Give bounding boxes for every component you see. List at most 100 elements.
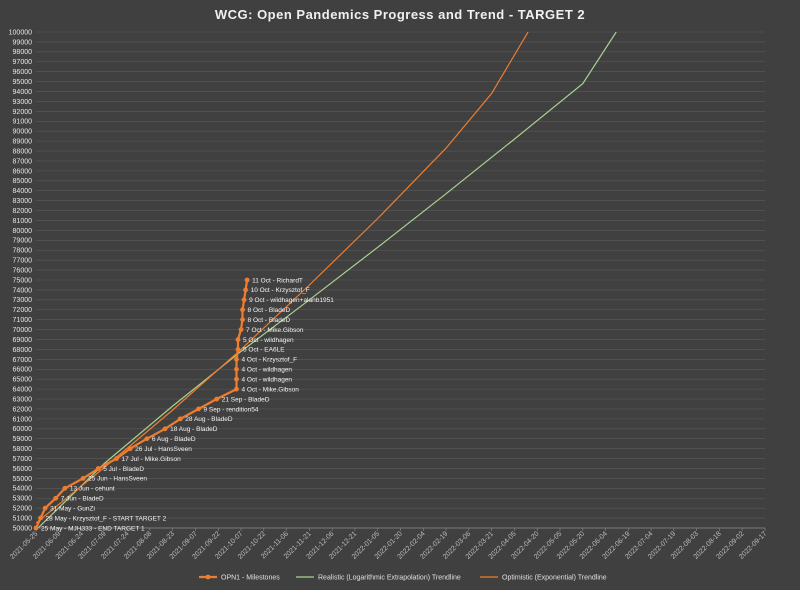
y-tick-label: 75000 xyxy=(13,277,33,284)
milestone-label: 10 Oct - Krzysztof_F xyxy=(251,287,310,294)
milestone-label: 9 Sep - rendition54 xyxy=(204,406,259,413)
milestone-label: 17 Jul - Mike.Gibson xyxy=(121,456,181,463)
milestone-point xyxy=(196,406,201,412)
milestone-point xyxy=(234,366,239,372)
legend: OPN1 - Milestones Realistic (Logarithmic … xyxy=(199,575,607,582)
y-tick-label: 58000 xyxy=(13,446,33,453)
y-tick-label: 76000 xyxy=(13,267,33,274)
milestone-markers xyxy=(33,277,250,531)
y-tick-label: 51000 xyxy=(13,515,33,522)
series-milestones-line xyxy=(35,279,249,529)
milestone-label: 13 Jun - cehunt xyxy=(70,486,115,493)
milestone-label: 6 Aug - BladeD xyxy=(152,436,196,443)
legend-label: OPN1 - Milestones xyxy=(221,575,280,582)
y-tick-label: 86000 xyxy=(13,168,33,175)
milestone-point xyxy=(38,515,43,521)
chart-title: WCG: Open Pandemics Progress and Trend -… xyxy=(214,7,586,22)
milestone-label: 25 May - MJH333 - END TARGET 1 xyxy=(41,525,145,532)
milestone-label: 8 Oct - BladeD xyxy=(248,307,291,314)
y-tick-label: 73000 xyxy=(13,297,33,304)
milestone-point xyxy=(53,495,59,501)
milestone-point xyxy=(177,416,183,422)
y-tick-label: 95000 xyxy=(13,79,33,86)
y-tick-label: 52000 xyxy=(13,506,33,513)
milestone-label: 5 Oct - wildhagen xyxy=(243,337,294,344)
milestone-point xyxy=(95,466,101,471)
y-tick-label: 85000 xyxy=(13,178,33,185)
y-tick-label: 96000 xyxy=(13,69,33,76)
y-tick-label: 72000 xyxy=(13,307,33,314)
milestone-label: 11 Oct - RichardT xyxy=(252,277,303,284)
y-tick-label: 88000 xyxy=(13,148,33,155)
milestone-point xyxy=(62,485,68,491)
milestone-point xyxy=(234,376,239,382)
y-tick-label: 80000 xyxy=(13,228,33,235)
legend-marker xyxy=(205,574,211,580)
y-tick-label: 97000 xyxy=(13,59,33,66)
y-tick-label: 53000 xyxy=(13,496,33,503)
milestone-point xyxy=(234,386,239,392)
series-optimistic-trendline xyxy=(36,32,529,524)
y-tick-label: 63000 xyxy=(13,396,33,403)
milestone-label: 4 Oct - wildhagen xyxy=(241,367,292,374)
milestone-point xyxy=(235,347,241,352)
milestone-point xyxy=(243,287,248,293)
y-tick-label: 64000 xyxy=(13,387,33,394)
y-tick-label: 89000 xyxy=(13,139,33,146)
milestone-point xyxy=(214,396,220,402)
milestone-point xyxy=(33,525,39,531)
milestone-point xyxy=(240,317,245,323)
milestone-point xyxy=(42,505,48,511)
milestone-labels: 25 May - MJH333 - END TARGET 1 28 May - K… xyxy=(41,277,334,532)
x-axis: 2021-05-252021-06-092021-06-242021-07-09… xyxy=(9,527,768,561)
y-tick-label: 67000 xyxy=(13,357,33,364)
y-tick-label: 60000 xyxy=(13,426,33,433)
y-tick-label: 100000 xyxy=(9,29,32,36)
y-tick-label: 59000 xyxy=(13,436,33,443)
y-tick-label: 90000 xyxy=(13,129,33,136)
milestone-label: 7 Jun - BladeD xyxy=(61,496,104,503)
milestone-label: 26 Jul - HansSveen xyxy=(135,446,192,453)
y-tick-label: 77000 xyxy=(13,258,33,265)
grid-lines xyxy=(36,31,765,529)
y-tick-label: 83000 xyxy=(13,198,33,205)
milestone-point xyxy=(114,456,119,461)
milestone-point xyxy=(244,277,250,283)
milestone-label: 25 Jun - HansSveen xyxy=(88,476,147,483)
milestone-label: 7 Oct - Mike.Gibson xyxy=(246,327,304,334)
legend-label: Optimistic (Exponential) Trendline xyxy=(502,575,607,582)
y-tick-label: 78000 xyxy=(13,248,33,255)
y-tick-label: 84000 xyxy=(13,188,33,195)
milestone-label: 21 Sep - BladeD xyxy=(222,396,270,403)
y-tick-label: 70000 xyxy=(13,327,33,334)
milestone-label: 28 May - Krzysztof_F - START TARGET 2 xyxy=(46,515,167,522)
y-tick-label: 92000 xyxy=(13,109,33,116)
y-tick-label: 98000 xyxy=(13,49,33,56)
milestone-label: 4 Oct - Mike.Gibson xyxy=(241,386,299,393)
milestone-label: 8 Oct - BladeD xyxy=(248,317,291,324)
legend-label: Realistic (Logarithmic Extrapolation) Tr… xyxy=(318,575,461,582)
milestone-label: 4 Oct - wildhagen xyxy=(241,377,292,384)
y-tick-label: 62000 xyxy=(13,406,33,413)
milestone-label: 31 May - GunZi xyxy=(50,505,95,512)
y-tick-label: 82000 xyxy=(13,208,33,215)
milestone-point xyxy=(162,426,168,432)
y-tick-label: 55000 xyxy=(13,476,33,483)
y-tick-label: 57000 xyxy=(13,456,33,463)
y-tick-label: 50000 xyxy=(13,525,33,532)
y-tick-label: 93000 xyxy=(13,99,33,106)
y-tick-label: 71000 xyxy=(13,317,33,324)
milestone-label: 18 Aug - BladeD xyxy=(170,426,218,433)
y-tick-label: 91000 xyxy=(13,119,33,126)
y-tick-label: 66000 xyxy=(13,367,33,374)
milestone-label: 5 Oct - EA6LE xyxy=(243,347,285,354)
y-tick-label: 99000 xyxy=(13,39,33,46)
milestone-label: 5 Jul - BladeD xyxy=(103,466,144,473)
y-tick-label: 87000 xyxy=(13,158,33,165)
y-tick-label: 65000 xyxy=(13,377,33,384)
milestone-point xyxy=(238,327,244,332)
milestone-point xyxy=(235,337,241,342)
milestone-label: 4 Oct - Krzysztof_F xyxy=(241,357,297,364)
y-tick-label: 68000 xyxy=(13,347,33,354)
